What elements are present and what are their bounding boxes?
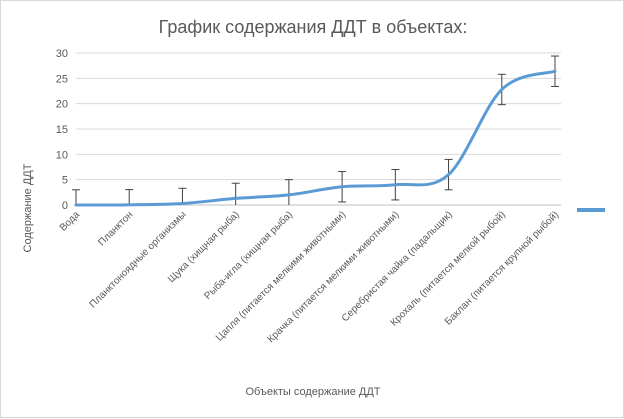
x-tick-label: Планктон bbox=[96, 209, 135, 248]
y-tick-label: 5 bbox=[62, 175, 68, 187]
y-tick-label: 0 bbox=[62, 200, 68, 212]
y-tick-label: 10 bbox=[56, 149, 68, 161]
x-tick-label: Крохаль (питается мелкой рыбой) bbox=[388, 209, 508, 329]
x-tick-label: Баклан (питается крупной рыбой) bbox=[442, 209, 561, 328]
y-tick-label: 15 bbox=[56, 124, 68, 136]
y-tick-label: 30 bbox=[56, 48, 68, 60]
x-tick-label: Рыба-игла (хищная рыба) bbox=[202, 209, 295, 302]
x-axis-title: Объекты содержание ДДТ bbox=[245, 386, 381, 398]
series-line bbox=[74, 69, 557, 207]
x-tick-label: Серебристая чайка (падальщик) bbox=[339, 209, 455, 325]
x-tick-label: Вода bbox=[58, 209, 83, 234]
chart-title: График содержания ДДТ в объектах: bbox=[158, 17, 468, 37]
y-tick-label: 25 bbox=[56, 73, 68, 85]
y-tick-label: 20 bbox=[56, 99, 68, 111]
x-tick-label: Планктоноядные организмы bbox=[88, 209, 189, 310]
